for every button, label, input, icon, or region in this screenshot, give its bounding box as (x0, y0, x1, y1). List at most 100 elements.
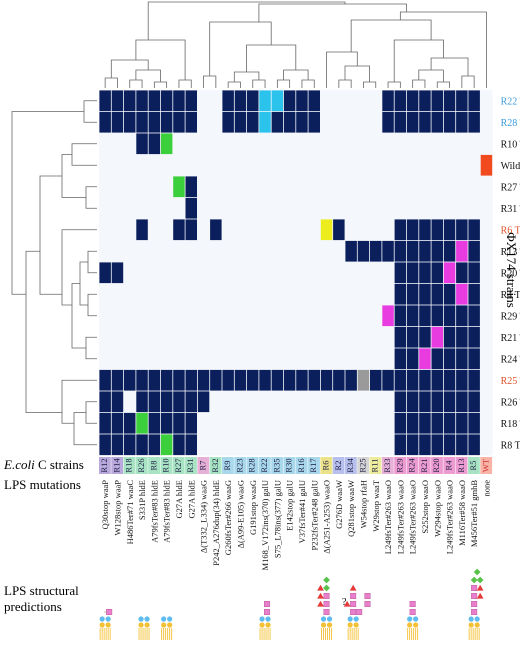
heatmap-cell (370, 326, 382, 348)
dendrogram-branch (258, 3, 407, 22)
heatmap-cell (234, 391, 247, 413)
heatmap-cell (210, 412, 222, 434)
unknown-structure-mark: ? (342, 597, 347, 608)
strain-label: R18 (124, 458, 134, 472)
heatmap-cell (247, 412, 259, 434)
heatmap-cell (382, 283, 394, 305)
heatmap-cell (148, 262, 161, 284)
heatmap-cell (370, 133, 382, 155)
strain-label: R17 (308, 458, 318, 472)
heatmap-cell (99, 348, 111, 370)
heatmap-cell (333, 412, 345, 434)
heatmap-cell (124, 434, 136, 456)
strain-label-bg (418, 457, 431, 474)
heatmap-cell (357, 219, 370, 241)
heatmap-cell (296, 326, 308, 348)
heatmap-cell (308, 326, 320, 348)
heatmap-cell (456, 412, 468, 434)
heatmap-cell (234, 90, 247, 112)
heatmap-cell (210, 90, 222, 112)
heatmap-cell (283, 283, 296, 305)
heatmap-cell (394, 219, 407, 241)
heatmap-cell (370, 305, 382, 327)
heatmap-cell (394, 176, 407, 198)
heatmap-cell (111, 197, 124, 219)
heatmap-cell (247, 283, 259, 305)
heatmap-cell (259, 369, 271, 391)
heatmap-cell (247, 391, 259, 413)
heatmap-cell (197, 219, 210, 241)
dendrogram-branch (71, 143, 97, 166)
heatmap-cell (320, 305, 333, 327)
heatmap-cell (370, 154, 382, 176)
strain-label: R6 (321, 461, 331, 471)
heatmap-cell (160, 240, 173, 262)
hexose-square-icon (409, 601, 416, 608)
heatmap-cell (443, 176, 456, 198)
heatmap-cell (136, 240, 148, 262)
heatmap-cell (456, 154, 468, 176)
heatmap-cell (320, 326, 333, 348)
heatmap-cell (406, 111, 419, 133)
column-dendrogram (104, 1, 487, 88)
heatmap-cell (185, 348, 197, 370)
heatmap-cell (185, 90, 197, 112)
heatmap-cell (124, 90, 136, 112)
heatmap-cell (394, 348, 407, 370)
heatmap-cell (320, 262, 333, 284)
heatmap-cell (210, 154, 222, 176)
heatmap-cell (124, 262, 136, 284)
heatmap-cell (210, 283, 222, 305)
heatmap-cell (394, 133, 407, 155)
heatmap-cell (148, 326, 161, 348)
heatmap-cell (345, 90, 357, 112)
heatmap-cell (247, 111, 259, 133)
mutations-section-label: LPS mutations (4, 477, 81, 492)
heatmap-cell (357, 262, 370, 284)
heatmap-cell (271, 219, 284, 241)
heatmap-cell (111, 176, 124, 198)
strain-label: R21 (419, 458, 429, 472)
strain-label: R29 (394, 458, 404, 472)
row-label: R10 T6 (501, 139, 520, 150)
heatmap-cell (111, 391, 124, 413)
mutation-label: Δ(T332_L334) waaG (199, 480, 209, 553)
heatmap-cell (173, 434, 185, 456)
heatmap-cell (382, 412, 394, 434)
sugar-diamond-icon (470, 576, 478, 584)
heatmap-cell (382, 154, 394, 176)
heatmap-cell (247, 434, 259, 456)
heatmap-cell (160, 197, 173, 219)
heatmap-cell (431, 283, 443, 305)
heatmap-cell (370, 434, 382, 456)
heatmap-cell (259, 133, 271, 155)
heatmap-cell (443, 348, 456, 370)
heatmap-cell (308, 434, 320, 456)
heatmap-cell (419, 154, 431, 176)
heatmap-cell (468, 412, 480, 434)
heatmap-cell (247, 133, 259, 155)
dendrogram-branch (85, 186, 97, 209)
heatmap-cell (394, 412, 407, 434)
heatmap-cell (210, 326, 222, 348)
heatmap-cell (480, 434, 493, 456)
lps-core-icon (138, 616, 150, 640)
strain-label-bg (455, 457, 468, 474)
heatmap-cell (136, 391, 148, 413)
heatmap-cell (456, 305, 468, 327)
strain-label-bg (148, 457, 160, 474)
heatmap-cell (185, 412, 197, 434)
heatmap-cell (468, 262, 480, 284)
mutation-label: S331P hldE (137, 480, 147, 520)
heatmap-cell (222, 219, 234, 241)
dendrogram-branch (461, 75, 475, 88)
heatmap-cell (185, 197, 197, 219)
heatmap-cell (210, 369, 222, 391)
heatmap-cell (468, 391, 480, 413)
heatmap-cell (222, 434, 234, 456)
heatmap-cell (271, 240, 284, 262)
strain-label: R14 (111, 458, 121, 473)
heatmap-cell (320, 219, 333, 241)
mutation-label: V37fsTer#41 galU (297, 480, 307, 543)
